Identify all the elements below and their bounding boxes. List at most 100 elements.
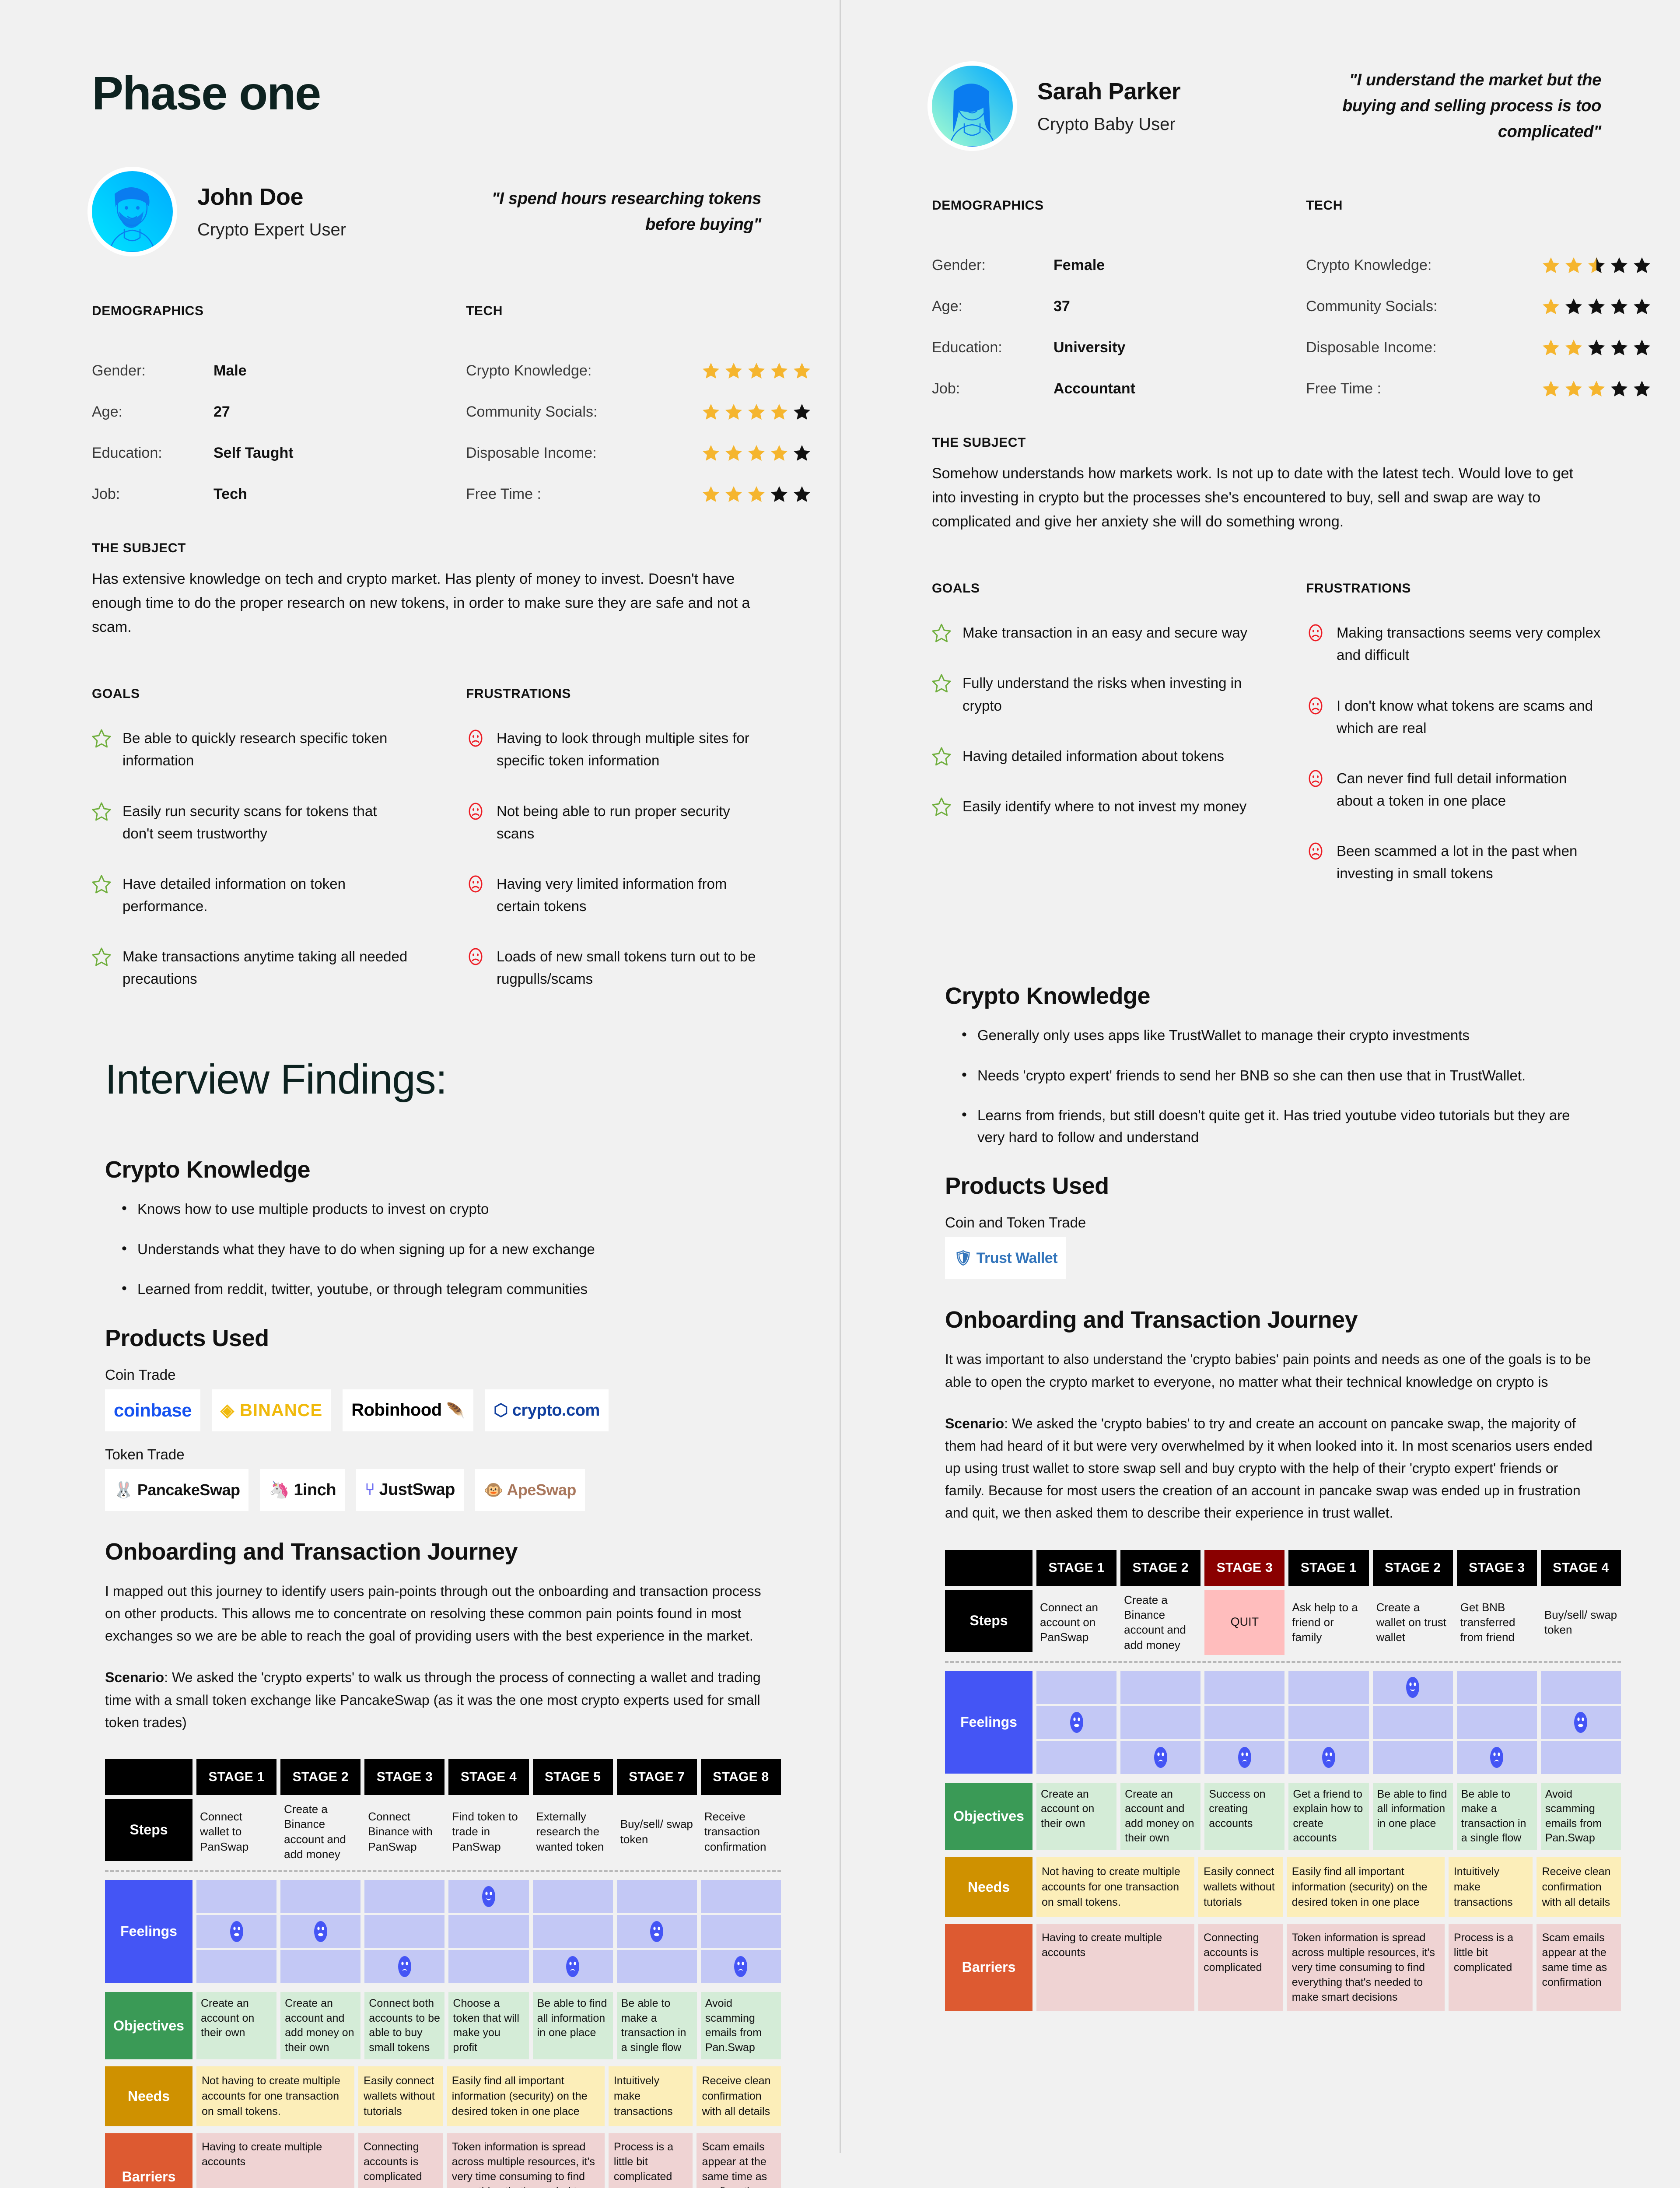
tech-block: TECH Crypto Knowledge: Community Socials… xyxy=(427,304,810,515)
tech-label: Disposable Income: xyxy=(1306,339,1437,356)
goal-item: Make transactions anytime taking all nee… xyxy=(92,945,427,990)
star-icon-empty xyxy=(1634,257,1650,273)
feeling-column xyxy=(364,1880,445,1984)
sad-face-icon xyxy=(1309,697,1323,715)
feeling-slot-sad xyxy=(1372,1740,1453,1774)
star-icon-filled xyxy=(1543,381,1559,396)
star-icon-half xyxy=(1588,257,1605,273)
star-rating xyxy=(1542,256,1651,274)
feeling-slot-happy xyxy=(1036,1670,1117,1704)
step-cell: Create a Binance account and add money xyxy=(1124,1593,1186,1652)
star-outline-icon xyxy=(92,947,111,966)
frustration-text: Having to look through multiple sites fo… xyxy=(497,730,749,769)
findings-title: Interview Findings: xyxy=(105,1056,447,1103)
sad-face-icon xyxy=(1309,624,1323,642)
stage-header: STAGE 4 xyxy=(448,1759,529,1795)
step-cell: Create a Binance account and add money xyxy=(284,1802,346,1861)
product-logo-crypto-com[interactable]: ⬡ crypto.com xyxy=(485,1389,609,1431)
demographic-label: Job: xyxy=(92,485,120,502)
demographic-row: Age: 27 xyxy=(92,391,427,432)
demographic-row: Gender: Female xyxy=(932,245,1267,286)
frustration-text: Not being able to run proper security sc… xyxy=(497,803,730,842)
barriers-cell: Connecting accounts is complicated xyxy=(358,2133,443,2188)
star-icon-empty xyxy=(771,486,788,502)
feeling-face-sad xyxy=(1154,1746,1167,1768)
star-outline-icon xyxy=(92,875,111,894)
persona-quote: "I understand the market but the buying … xyxy=(1342,71,1601,141)
star-outline-icon xyxy=(932,624,951,642)
star-rating xyxy=(1542,339,1651,356)
feeling-slot-sad xyxy=(1036,1740,1117,1774)
feeling-face-neutral xyxy=(1574,1711,1588,1733)
goal-item: Easily identify where to not invest my m… xyxy=(932,795,1267,817)
star-rating xyxy=(1542,298,1651,315)
step-cell: Connect Binance with PanSwap xyxy=(368,1810,433,1853)
demographic-label: Job: xyxy=(932,380,960,397)
crypto-knowledge-bullet: Knows how to use multiple products to in… xyxy=(120,1197,761,1220)
objective-cell: Choose a token that will make you profit xyxy=(448,1992,529,2060)
objectives-row-label: Objectives xyxy=(105,1992,192,2060)
product-logo-justswap[interactable]: ⑂ JustSwap xyxy=(356,1469,464,1511)
goal-item: Easily run security scans for tokens tha… xyxy=(92,800,427,845)
frustration-text: Loads of new small tokens turn out to be… xyxy=(497,948,756,987)
tech-row: Crypto Knowledge: xyxy=(466,350,810,391)
persona-quote: "I spend hours researching tokens before… xyxy=(491,189,762,234)
demographic-row: Education: University xyxy=(932,327,1267,368)
needs-row-label: Needs xyxy=(945,1857,1032,1917)
feeling-slot-sad xyxy=(448,1950,529,1984)
needs-row-label: Needs xyxy=(105,2066,192,2127)
star-icon-filled xyxy=(771,445,788,461)
star-icon-empty xyxy=(1611,381,1628,396)
sad-face-icon xyxy=(469,803,483,820)
goals-frustrations-section: GOALS Be able to quickly research specif… xyxy=(92,687,761,1018)
product-logo-pancakeswap[interactable]: 🐰 PancakeSwap xyxy=(105,1469,249,1511)
crypto-knowledge-bullet: Understands what they have to do when si… xyxy=(120,1238,761,1260)
star-icon-filled xyxy=(1543,257,1559,273)
star-icon-filled xyxy=(725,486,742,502)
feeling-column xyxy=(280,1880,361,1984)
avatar xyxy=(92,171,173,252)
feeling-slot-sad xyxy=(1204,1740,1285,1774)
product-logo-1inch[interactable]: 🦄 1inch xyxy=(260,1469,345,1511)
star-icon-filled xyxy=(771,363,788,379)
star-icon-filled xyxy=(748,486,765,502)
step-cell: Ask help to a friend or family xyxy=(1292,1600,1358,1644)
demographic-row: Job: Tech xyxy=(92,473,427,515)
needs-cell: Easily find all important information (s… xyxy=(1286,1857,1445,1917)
product-logo-trust-wallet[interactable]: 🛡 Trust Wallet xyxy=(945,1237,1067,1280)
feelings-row: Feelings xyxy=(105,1880,781,1984)
goal-text: Be able to quickly research specific tok… xyxy=(122,730,388,769)
feeling-slot-sad xyxy=(1120,1740,1201,1774)
subject-heading: THE SUBJECT xyxy=(932,435,1026,450)
goal-text: Easily identify where to not invest my m… xyxy=(962,798,1247,814)
objective-cell: Be able to find all information in one p… xyxy=(1372,1782,1453,1850)
frustration-item: Loads of new small tokens turn out to be… xyxy=(466,945,761,990)
product-logo-apeswap[interactable]: 🐵 ApeSwap xyxy=(475,1469,585,1511)
feelings-row: Feelings xyxy=(945,1670,1621,1774)
goal-text: Make transaction in an easy and secure w… xyxy=(962,624,1248,641)
product-logo-binance[interactable]: ◈ BINANCE xyxy=(212,1389,332,1431)
product-logo-robinhood[interactable]: Robinhood 🪶 xyxy=(343,1389,474,1431)
sad-face-icon xyxy=(469,875,483,893)
star-rating xyxy=(702,403,811,421)
feeling-face-neutral xyxy=(230,1921,243,1943)
star-icon-filled xyxy=(703,363,719,379)
feeling-face-happy xyxy=(1406,1676,1420,1698)
star-icon-empty xyxy=(1611,340,1628,355)
persona-header: John Doe Crypto Expert User "I spend hou… xyxy=(92,171,761,252)
star-icon-filled xyxy=(703,445,719,461)
star-icon-filled xyxy=(1588,381,1605,396)
tech-label: Community Socials: xyxy=(466,403,598,420)
feeling-face-sad xyxy=(398,1956,411,1978)
feeling-face-sad xyxy=(1490,1746,1504,1768)
star-icon-empty xyxy=(1611,298,1628,314)
journey-scenario: Scenario: We asked the 'crypto experts' … xyxy=(105,1669,761,1730)
star-icon-filled xyxy=(725,445,742,461)
sad-face-icon xyxy=(1309,842,1323,860)
step-cell: Create a wallet on trust wallet xyxy=(1376,1600,1446,1644)
demographic-label: Age: xyxy=(932,298,962,315)
frustration-text: Can never find full detail information a… xyxy=(1337,770,1567,809)
step-cell: Receive transaction confirmation xyxy=(704,1810,766,1853)
tech-label: Free Time : xyxy=(1306,380,1381,397)
product-logo-coinbase[interactable]: coinbase xyxy=(105,1389,201,1431)
